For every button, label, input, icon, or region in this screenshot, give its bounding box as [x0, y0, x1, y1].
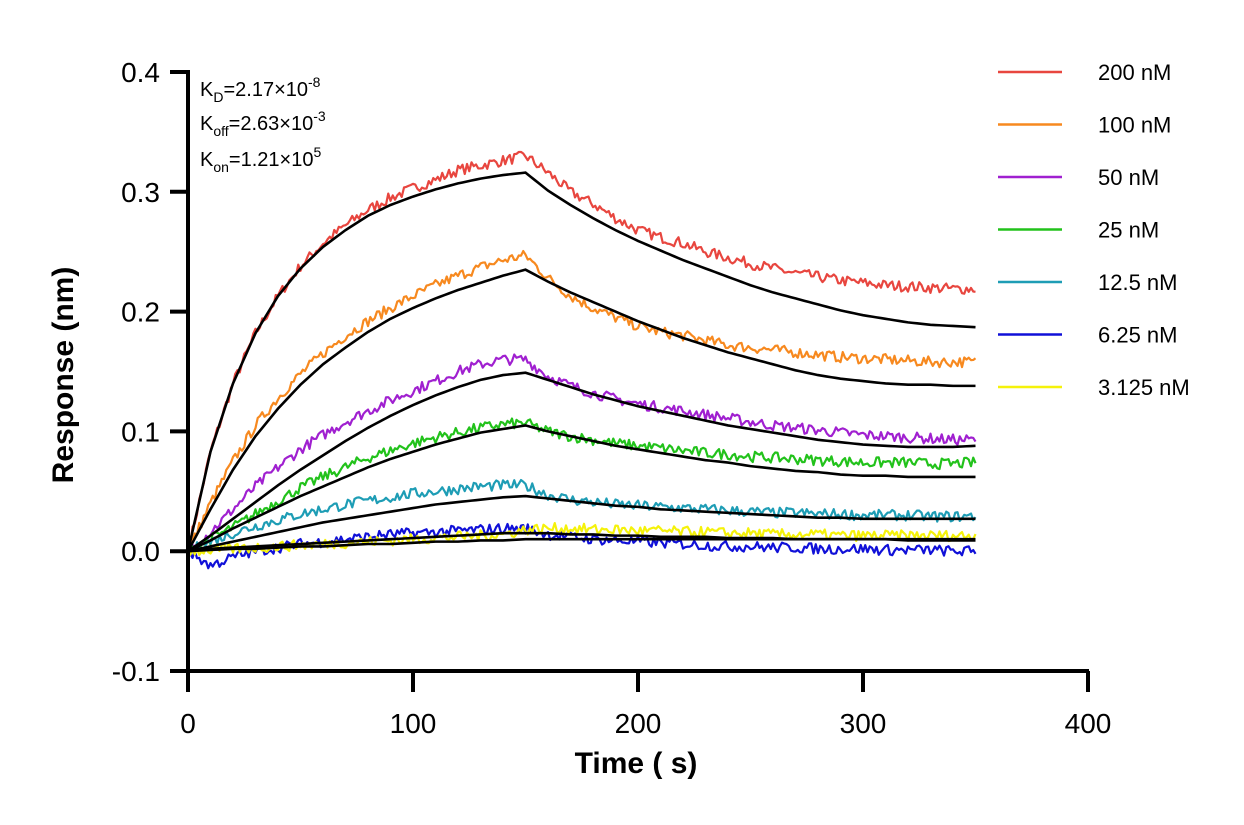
legend-label-50-nm: 50 nM — [1098, 165, 1159, 190]
fit-curve-200-nm — [186, 171, 976, 552]
legend-label-100-nm: 100 nM — [1098, 113, 1171, 138]
kd-sub: D — [213, 89, 223, 105]
x-tick-label: 0 — [180, 708, 196, 739]
series-line-100-nm — [186, 249, 977, 552]
y-tick-label: 0.4 — [121, 57, 160, 88]
x-tick-label: 200 — [615, 708, 662, 739]
koff-sub: off — [213, 123, 228, 139]
kd-annotation: KD=2.17×10-8 — [200, 74, 321, 105]
kd-base: K — [200, 79, 214, 101]
fit-curves — [186, 171, 976, 553]
y-tick-label: 0.1 — [121, 416, 160, 447]
koff-sup: -3 — [313, 108, 326, 124]
kon-annotation: Kon=1.21×105 — [200, 144, 321, 175]
kd-sup: -8 — [308, 74, 321, 90]
y-tick-label: 0.3 — [121, 177, 160, 208]
fit-curve-100-nm — [186, 268, 976, 552]
legend-label-3-125-nm: 3.125 nM — [1098, 375, 1190, 400]
legend-label-6-25-nm: 6.25 nM — [1098, 323, 1178, 348]
koff-text: =2.63×10 — [229, 113, 314, 135]
x-tick-label: 300 — [840, 708, 887, 739]
kon-base: K — [200, 149, 214, 171]
legend-label-25-nm: 25 nM — [1098, 218, 1159, 243]
x-tick-label: 400 — [1065, 708, 1112, 739]
axes — [186, 70, 1089, 673]
y-tick-label: 0.0 — [121, 536, 160, 567]
series-line-50-nm — [187, 353, 977, 553]
koff-annotation: Koff=2.63×10-3 — [200, 108, 326, 139]
data-series — [186, 150, 977, 570]
y-axis-title: Response (nm) — [47, 267, 80, 484]
y-ticks: -0.1 0.0 0.1 0.2 0.3 0.4 — [112, 57, 188, 687]
x-axis-title: Time ( s) — [575, 747, 698, 780]
kd-text: =2.17×10 — [223, 79, 308, 101]
fit-curve-3-125-nm — [187, 537, 976, 553]
kon-sup: 5 — [313, 144, 321, 160]
fit-curve-12-5-nm — [187, 494, 976, 553]
y-tick-label: 0.2 — [121, 297, 160, 328]
series-line-25-nm — [186, 417, 977, 555]
legend-label-12-5-nm: 12.5 nM — [1098, 270, 1178, 295]
fit-curve-50-nm — [187, 371, 976, 553]
x-tick-label: 100 — [390, 708, 437, 739]
kinetic-constants: KD=2.17×10-8 Koff=2.63×10-3 Kon=1.21×105 — [200, 74, 326, 175]
legend-label-200-nm: 200 nM — [1098, 60, 1171, 85]
series-line-12-5-nm — [187, 478, 977, 553]
x-ticks: 0 100 200 300 400 — [180, 671, 1111, 739]
kon-text: =1.21×10 — [229, 149, 314, 171]
y-tick-label: -0.1 — [112, 656, 160, 687]
legend: 200 nM 100 nM 50 nM 25 nM 12.5 nM 6.25 nM 3.12… — [998, 60, 1190, 400]
kon-sub: on — [213, 159, 229, 175]
fit-curve-25-nm — [187, 424, 976, 553]
koff-base: K — [200, 113, 214, 135]
